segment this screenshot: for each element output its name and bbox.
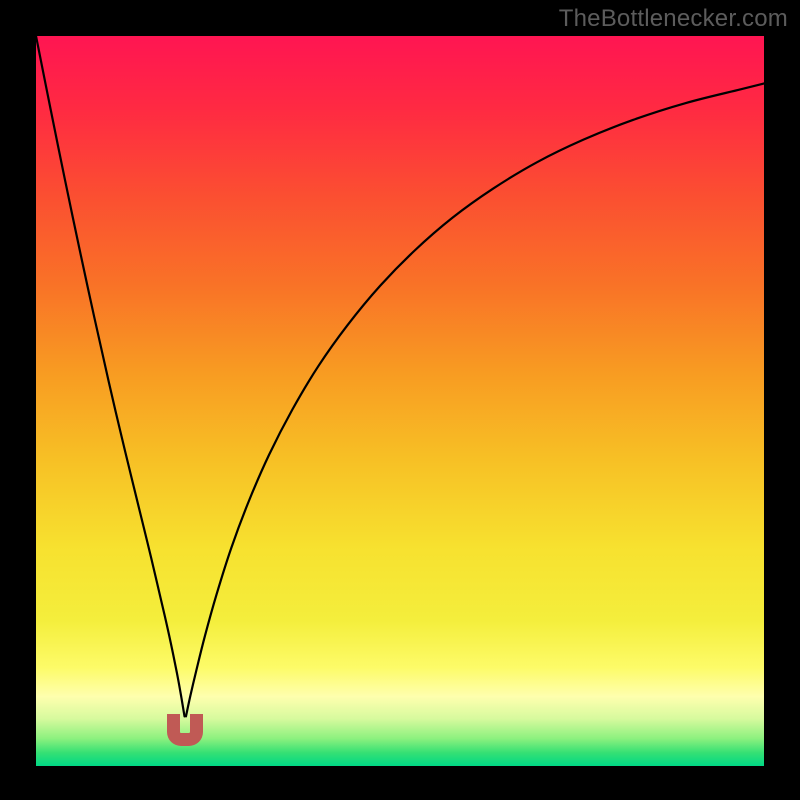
watermark-text: TheBottlenecker.com xyxy=(559,5,788,33)
plot-area xyxy=(36,36,764,766)
curve-left-branch xyxy=(36,36,185,716)
chart-stage: TheBottlenecker.com xyxy=(0,0,800,800)
curve-right-branch xyxy=(186,83,764,716)
trough-u-marker xyxy=(167,714,203,746)
curve-layer xyxy=(36,36,764,766)
